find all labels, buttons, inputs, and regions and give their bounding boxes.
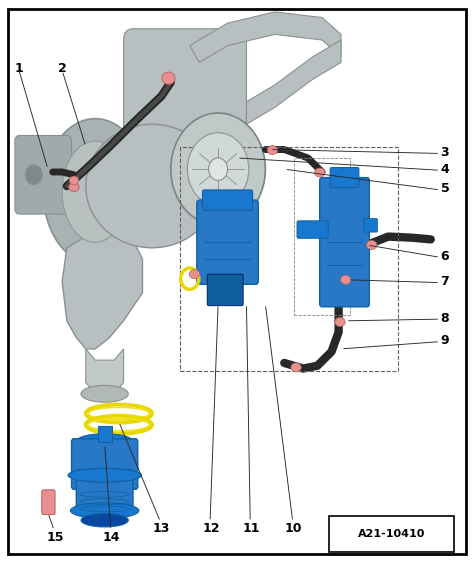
Polygon shape <box>246 40 341 124</box>
Bar <box>329 516 455 552</box>
Text: 4: 4 <box>440 163 449 176</box>
Ellipse shape <box>335 318 345 327</box>
Text: 7: 7 <box>440 275 449 288</box>
FancyBboxPatch shape <box>319 177 369 307</box>
Polygon shape <box>86 349 124 394</box>
Ellipse shape <box>162 72 175 84</box>
Ellipse shape <box>291 363 301 372</box>
FancyBboxPatch shape <box>72 439 138 489</box>
Text: A21-10410: A21-10410 <box>358 529 426 539</box>
Text: 10: 10 <box>285 522 302 535</box>
Polygon shape <box>190 12 341 62</box>
Text: 15: 15 <box>46 530 64 543</box>
Ellipse shape <box>71 503 139 519</box>
Ellipse shape <box>267 146 278 155</box>
Ellipse shape <box>68 468 141 482</box>
FancyBboxPatch shape <box>124 29 246 153</box>
Ellipse shape <box>43 119 147 265</box>
Bar <box>98 426 112 441</box>
Text: 12: 12 <box>202 522 220 535</box>
Ellipse shape <box>62 141 128 242</box>
FancyBboxPatch shape <box>364 218 377 232</box>
Text: 2: 2 <box>58 61 66 74</box>
Polygon shape <box>62 225 143 349</box>
FancyBboxPatch shape <box>207 274 243 306</box>
Ellipse shape <box>315 168 325 177</box>
Bar <box>294 158 350 315</box>
Text: 9: 9 <box>441 334 449 347</box>
FancyBboxPatch shape <box>197 200 258 284</box>
Text: 1: 1 <box>14 61 23 74</box>
FancyBboxPatch shape <box>42 490 55 515</box>
Text: 5: 5 <box>440 182 449 195</box>
Text: 14: 14 <box>103 530 120 543</box>
Ellipse shape <box>69 182 79 191</box>
Text: 8: 8 <box>441 311 449 324</box>
Ellipse shape <box>171 113 265 225</box>
Text: 6: 6 <box>441 250 449 263</box>
Ellipse shape <box>189 270 200 279</box>
Circle shape <box>25 165 42 185</box>
Text: 13: 13 <box>153 522 170 535</box>
Bar <box>180 147 398 372</box>
FancyBboxPatch shape <box>297 221 328 238</box>
FancyBboxPatch shape <box>76 470 133 515</box>
Ellipse shape <box>366 240 377 249</box>
Ellipse shape <box>81 513 128 527</box>
Ellipse shape <box>81 386 128 402</box>
Ellipse shape <box>340 275 351 284</box>
Ellipse shape <box>69 176 79 185</box>
Text: 3: 3 <box>441 146 449 159</box>
FancyBboxPatch shape <box>202 190 253 210</box>
Ellipse shape <box>187 133 249 205</box>
FancyBboxPatch shape <box>330 168 359 187</box>
Ellipse shape <box>86 124 218 248</box>
Ellipse shape <box>209 158 228 180</box>
Text: 11: 11 <box>242 522 260 535</box>
FancyBboxPatch shape <box>15 136 72 214</box>
Ellipse shape <box>76 434 133 449</box>
